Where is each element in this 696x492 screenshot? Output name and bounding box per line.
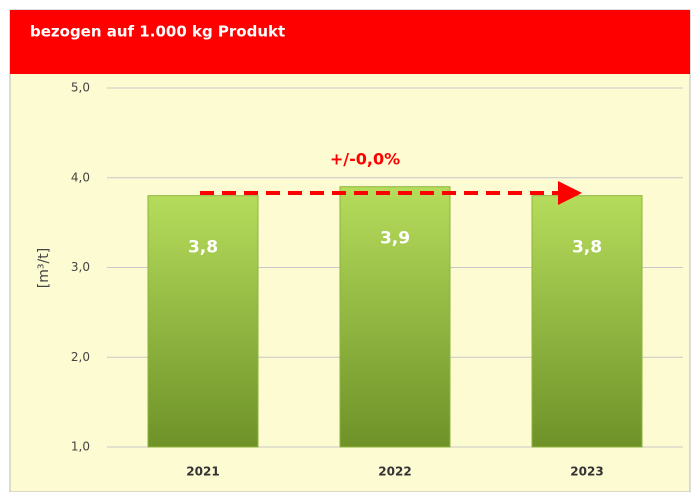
bar bbox=[531, 195, 643, 448]
x-tick-label: 2023 bbox=[570, 465, 603, 479]
annotation-layer: +/-0,0% bbox=[200, 150, 582, 205]
x-tick-label: 2021 bbox=[186, 465, 219, 479]
y-tick-label: 1,0 bbox=[71, 440, 90, 454]
bar bbox=[147, 195, 259, 448]
chart-title: bezogen auf 1.000 kg Produkt bbox=[30, 23, 285, 41]
value-label: 3,9 bbox=[380, 229, 410, 249]
plot-area: 1,0 2,0 3,0 4,0 5,0 2021 3,8 2022 3,9 2023 3,8 bbox=[71, 81, 683, 479]
y-tick-label: 3,0 bbox=[71, 260, 90, 274]
bar bbox=[339, 186, 451, 448]
value-label: 3,8 bbox=[188, 238, 218, 258]
header-band bbox=[10, 10, 690, 74]
x-tick-label: 2022 bbox=[378, 465, 411, 479]
value-label: 3,8 bbox=[572, 238, 602, 258]
annotation: +/-0,0% bbox=[330, 150, 400, 169]
y-tick-label: 2,0 bbox=[71, 350, 90, 364]
y-axis-label: [m³/t] bbox=[36, 248, 52, 288]
y-tick-label: 5,0 bbox=[71, 81, 90, 95]
y-tick-label: 4,0 bbox=[71, 170, 90, 184]
